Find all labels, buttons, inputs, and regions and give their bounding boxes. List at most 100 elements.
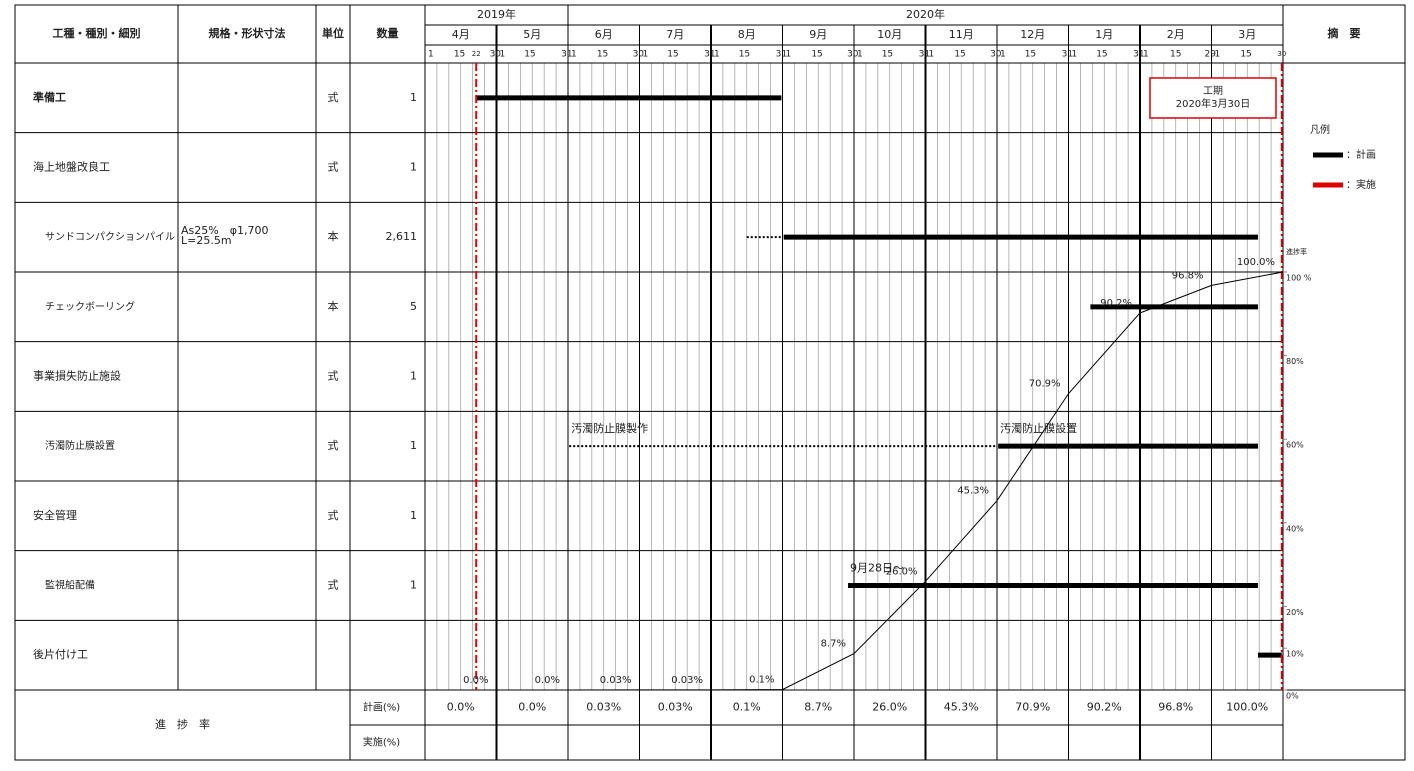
day-label: 1 (643, 50, 649, 60)
plan-value: 0.0% (518, 701, 546, 714)
day-label: 31 (1062, 50, 1073, 60)
day-label: 31 (1133, 50, 1144, 60)
day-label: 15 (667, 50, 678, 60)
task-quantity: 1 (410, 161, 417, 174)
day-label: 30 (990, 50, 1002, 60)
plan-value: 8.7% (804, 701, 832, 714)
year-label: 2020年 (906, 7, 945, 21)
actual-label: 実施(%) (363, 736, 400, 749)
curve-label: 8.7% (821, 639, 846, 650)
curve-label: 100.0% (1237, 257, 1275, 268)
plan-value: 45.3% (944, 701, 979, 714)
plan-value: 0.03% (658, 701, 693, 714)
month-label: 11月 (949, 28, 974, 41)
task-name: サンドコンパクションパイル (45, 231, 175, 243)
period-date: 2020年3月30日 (1176, 97, 1251, 110)
plan-value: 0.1% (733, 701, 761, 714)
bar-label: 9月28日～ (850, 562, 904, 575)
bar-label: 汚濁防止膜製作 (571, 421, 648, 435)
column-header: 数量 (377, 26, 399, 40)
task-name: 後片付け工 (33, 647, 88, 661)
plan-value: 70.9% (1015, 701, 1050, 714)
curve-label: 90.2% (1100, 298, 1132, 309)
day-label: 1 (714, 50, 720, 60)
day-label: 15 (811, 50, 822, 60)
task-unit: 式 (328, 509, 339, 522)
period-box (1149, 77, 1277, 119)
day-label: 30 (490, 50, 502, 60)
day-label: 15 (454, 50, 465, 60)
plan-value: 100.0% (1226, 701, 1268, 714)
curve-label: 0.0% (535, 675, 560, 686)
day-label: 1 (1215, 50, 1221, 60)
legend-title: 凡例 (1310, 123, 1330, 136)
day-label: 31 (704, 50, 715, 60)
month-label: 4月 (452, 28, 470, 41)
curve-label: 0.03% (600, 675, 632, 686)
column-header: 規格・形状寸法 (209, 26, 286, 40)
period-title: 工期 (1203, 85, 1223, 97)
day-label: 30 (633, 50, 645, 60)
plan-label: 計画(%) (363, 701, 400, 714)
axis-tick-label: 100 % (1286, 274, 1312, 283)
day-label: 1 (428, 50, 434, 60)
task-name: 汚濁防止膜設置 (45, 439, 115, 452)
task-unit: 式 (328, 91, 339, 104)
day-label: 1 (500, 50, 506, 60)
axis-tick-label: 0% (1286, 692, 1299, 701)
progress-curve (496, 271, 1284, 691)
day-label: 22 (472, 50, 481, 58)
month-label: 2月 (1167, 28, 1185, 41)
task-quantity: 1 (410, 579, 417, 592)
month-label: 12月 (1020, 28, 1045, 41)
curve-label: 96.8% (1172, 270, 1204, 281)
day-label: 15 (882, 50, 893, 60)
day-label: 15 (1170, 50, 1181, 60)
day-label: 1 (786, 50, 792, 60)
column-header: 単位 (322, 26, 344, 40)
day-label: 30 (847, 50, 859, 60)
task-spec: As25% φ1,700 (181, 224, 268, 237)
month-label: 9月 (809, 28, 827, 41)
day-label: 1 (1143, 50, 1149, 60)
plan-value: 0.03% (586, 701, 621, 714)
axis-title: 進捗率 (1286, 247, 1307, 256)
task-unit: 本 (328, 299, 339, 313)
task-unit: 式 (328, 579, 339, 592)
month-label: 1月 (1095, 28, 1113, 41)
day-label: 15 (954, 50, 965, 60)
task-unit: 式 (328, 439, 339, 452)
legend-label: ：計画 (1346, 148, 1376, 161)
plan-value: 0.0% (447, 701, 475, 714)
axis-tick-label: 10% (1286, 650, 1304, 659)
task-name: 事業損失防止施設 (33, 369, 121, 383)
year-label: 2019年 (477, 7, 516, 21)
month-label: 10月 (877, 28, 902, 41)
task-name: 海上地盤改良工 (33, 160, 110, 174)
curve-label: 70.9% (1029, 379, 1061, 390)
day-label: 15 (597, 50, 608, 60)
axis-tick-label: 40% (1286, 524, 1304, 533)
task-name: 監視船配備 (45, 579, 95, 592)
day-label: 1 (929, 50, 935, 60)
plan-value: 96.8% (1158, 701, 1193, 714)
day-label: 15 (1025, 50, 1036, 60)
day-label: 1 (1000, 50, 1006, 60)
month-label: 7月 (666, 28, 684, 41)
task-spec: L=25.5m (181, 234, 232, 247)
curve-label: 0.1% (749, 675, 774, 686)
day-label: 29 (1205, 50, 1217, 60)
task-name: 安全管理 (33, 508, 77, 522)
task-quantity: 1 (410, 370, 417, 383)
task-quantity: 1 (410, 509, 417, 522)
axis-tick-label: 20% (1286, 608, 1304, 617)
legend-label: ：実施 (1346, 178, 1376, 191)
day-label: 31 (561, 50, 572, 60)
day-label: 1 (857, 50, 863, 60)
task-quantity: 5 (410, 300, 417, 313)
curve-label: 0.03% (671, 675, 703, 686)
column-header: 工種・種別・細別 (53, 26, 141, 40)
month-label: 5月 (523, 28, 541, 41)
plan-value: 26.0% (872, 701, 907, 714)
